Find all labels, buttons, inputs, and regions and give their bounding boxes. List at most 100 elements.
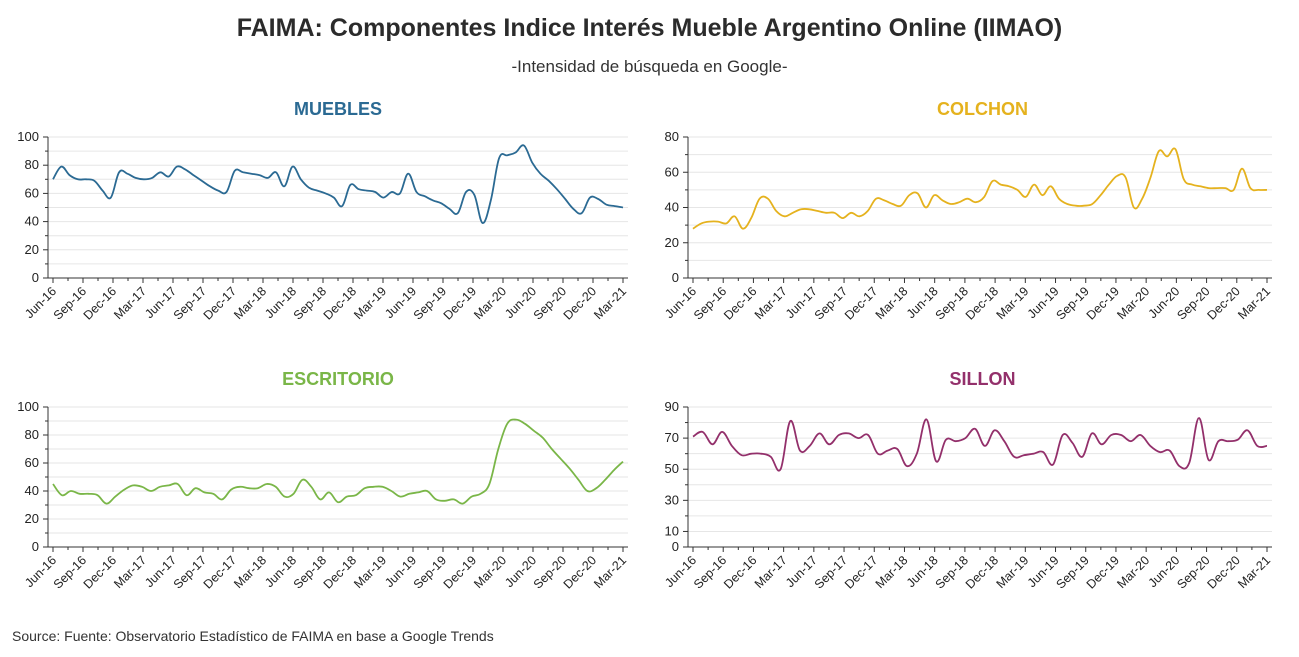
y-tick-label: 0 bbox=[672, 539, 679, 554]
y-tick-label: 100 bbox=[17, 399, 39, 414]
x-tick-label: Mar-19 bbox=[351, 553, 389, 591]
chart-escritorio-svg: 020406080100Jun-16Sep-16Dec-16Mar-17Jun-… bbox=[17, 399, 629, 592]
y-tick-label: 0 bbox=[32, 539, 39, 554]
x-tick-label: Dec-19 bbox=[1084, 553, 1122, 591]
x-tick-label: Dec-16 bbox=[721, 284, 759, 322]
chart-title-muebles: MUEBLES bbox=[293, 99, 382, 119]
x-tick-label: Mar-18 bbox=[873, 553, 911, 591]
x-tick-label: Dec-16 bbox=[721, 553, 759, 591]
y-tick-label: 30 bbox=[665, 492, 679, 507]
x-tick-label: Mar-17 bbox=[752, 284, 790, 322]
x-tick-label: Sep-18 bbox=[933, 284, 971, 322]
x-tick-label: Sep-17 bbox=[812, 284, 850, 322]
x-tick-label: Sep-17 bbox=[171, 284, 209, 322]
y-tick-label: 40 bbox=[665, 200, 679, 215]
chart-sillon: SILLON 0 10 30 50 70 90 Jun-16 Sep-16 Dec-16 Mar-… bbox=[650, 365, 1290, 625]
x-tick-label: Sep-19 bbox=[411, 553, 449, 591]
y-tick-label: 90 bbox=[665, 399, 679, 414]
x-tick-label: Sep-20 bbox=[1174, 284, 1212, 322]
page-title: FAIMA: Componentes Indice Interés Mueble… bbox=[236, 14, 1063, 42]
chart-title-escritorio: ESCRITORIO bbox=[282, 369, 394, 389]
x-tick-label: Mar-18 bbox=[231, 553, 269, 591]
x-tick-label: Mar-21 bbox=[591, 284, 629, 322]
x-tick-label: Mar-20 bbox=[1114, 284, 1152, 322]
x-tick-label: Mar-21 bbox=[591, 553, 629, 591]
series-line bbox=[52, 144, 624, 224]
gridlines bbox=[48, 406, 628, 548]
chart-escritorio: ESCRITORIO 0 20 40 60 80 100 Jun-16 Sep-16 Dec-1… bbox=[0, 365, 640, 625]
y-tick-label: 50 bbox=[665, 461, 679, 476]
x-tick-label: Sep-20 bbox=[1174, 553, 1212, 591]
x-tick-label: Sep-18 bbox=[933, 553, 971, 591]
y-tick-label: 80 bbox=[665, 129, 679, 144]
y-tick-label: 70 bbox=[665, 430, 679, 445]
y-tick-label: 60 bbox=[665, 164, 679, 179]
chart-colchon: COLCHON 0 20 40 60 80 Jun-16 Sep-16 Dec-16 Mar-1… bbox=[650, 95, 1290, 365]
x-tick-label: Dec-18 bbox=[963, 553, 1001, 591]
y-tick-label: 100 bbox=[17, 129, 39, 144]
x-tick-label: Mar-18 bbox=[873, 284, 911, 322]
x-tick-label: Sep-20 bbox=[531, 284, 569, 322]
x-tick-label: Dec-19 bbox=[1084, 284, 1122, 322]
x-tick-label: Mar-20 bbox=[1114, 553, 1152, 591]
y-tick-label: 40 bbox=[25, 483, 39, 498]
x-tick-label: Mar-21 bbox=[1235, 553, 1273, 591]
x-tick-label: Dec-18 bbox=[321, 284, 359, 322]
x-tick-label: Dec-18 bbox=[963, 284, 1001, 322]
gridlines bbox=[688, 406, 1272, 548]
chart-title-colchon: COLCHON bbox=[937, 99, 1028, 119]
series-line bbox=[692, 147, 1268, 230]
x-tick-label: Mar-18 bbox=[231, 284, 269, 322]
chart-muebles-svg: 020406080100Jun-16Sep-16Dec-16Mar-17Jun-… bbox=[17, 129, 629, 323]
x-tick-label: Sep-18 bbox=[291, 284, 329, 322]
x-tick-label: Dec-16 bbox=[81, 284, 119, 322]
page-subtitle: -Intensidad de búsqueda en Google- bbox=[511, 57, 788, 76]
x-tick-label: Mar-19 bbox=[994, 553, 1032, 591]
y-tick-label: 0 bbox=[32, 270, 39, 285]
x-tick-label: Dec-17 bbox=[201, 553, 239, 591]
x-tick-label: Mar-17 bbox=[111, 284, 149, 322]
series-line bbox=[52, 418, 624, 505]
x-tick-label: Mar-17 bbox=[111, 553, 149, 591]
x-tick-label: Dec-18 bbox=[321, 553, 359, 591]
x-tick-label: Dec-17 bbox=[842, 553, 880, 591]
source-note: Source: Fuente: Observatorio Estadístico… bbox=[12, 628, 494, 644]
x-tick-label: Mar-19 bbox=[994, 284, 1032, 322]
chart-colchon-svg: 020406080Jun-16Sep-16Dec-16Mar-17Jun-17S… bbox=[662, 129, 1273, 323]
x-tick-label: Mar-20 bbox=[471, 284, 509, 322]
y-tick-label: 20 bbox=[665, 235, 679, 250]
x-tick-label: Sep-20 bbox=[531, 553, 569, 591]
x-tick-label: Dec-19 bbox=[441, 284, 479, 322]
y-tick-label: 20 bbox=[25, 242, 39, 257]
y-tick-label: 80 bbox=[25, 157, 39, 172]
x-tick-label: Mar-21 bbox=[1235, 284, 1273, 322]
y-tick-label: 20 bbox=[25, 511, 39, 526]
x-tick-label: Sep-19 bbox=[411, 284, 449, 322]
series-line bbox=[692, 416, 1268, 472]
x-tick-label: Sep-19 bbox=[1053, 553, 1091, 591]
gridlines bbox=[48, 136, 628, 279]
x-tick-label: Sep-19 bbox=[1053, 284, 1091, 322]
x-tick-label: Sep-16 bbox=[51, 284, 89, 322]
y-tick-label: 60 bbox=[25, 185, 39, 200]
x-tick-label: Mar-19 bbox=[351, 284, 389, 322]
gridlines bbox=[688, 136, 1272, 279]
x-tick-label: Dec-20 bbox=[1205, 553, 1243, 591]
x-tick-label: Dec-20 bbox=[561, 553, 599, 591]
x-tick-label: Dec-17 bbox=[201, 284, 239, 322]
x-tick-label: Mar-20 bbox=[471, 553, 509, 591]
y-tick-label: 0 bbox=[672, 270, 679, 285]
chart-muebles: MUEBLES 0 20 40 60 80 100 Jun-16 Sep-16 Dec-16 Ma… bbox=[0, 95, 640, 365]
chart-sillon-svg: 01030507090Jun-16Sep-16Dec-16Mar-17Jun-1… bbox=[662, 399, 1273, 592]
y-tick-label: 60 bbox=[25, 455, 39, 470]
x-tick-label: Sep-18 bbox=[291, 553, 329, 591]
x-tick-label: Sep-16 bbox=[691, 284, 729, 322]
x-tick-label: Dec-19 bbox=[441, 553, 479, 591]
x-tick-label: Dec-20 bbox=[561, 284, 599, 322]
y-tick-label: 10 bbox=[665, 523, 679, 538]
x-tick-label: Sep-17 bbox=[171, 553, 209, 591]
x-tick-label: Dec-20 bbox=[1205, 284, 1243, 322]
x-tick-label: Sep-17 bbox=[812, 553, 850, 591]
y-tick-label: 40 bbox=[25, 214, 39, 229]
x-tick-label: Mar-17 bbox=[752, 553, 790, 591]
